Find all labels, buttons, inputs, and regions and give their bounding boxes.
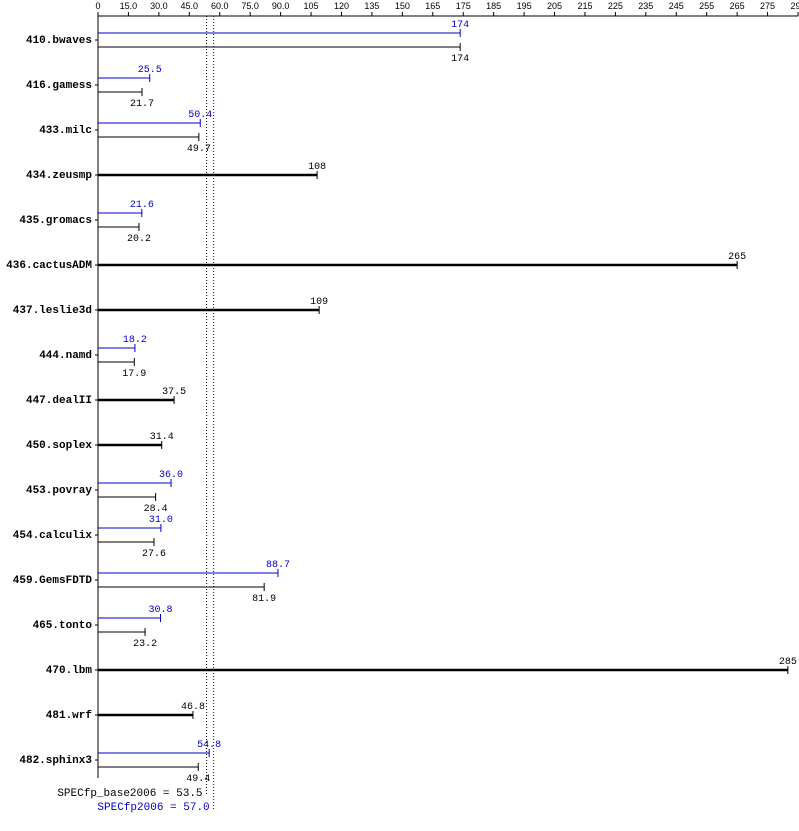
bar-base-value: 23.2 [133,639,157,650]
bar-base-value: 21.7 [130,99,154,110]
bar-peak-value: 54.8 [197,740,221,751]
bar-base-value: 49.7 [187,144,211,155]
axis-tick-label: 105 [304,1,319,11]
axis-tick-label: 245 [669,1,684,11]
bar-base-value: 109 [310,297,328,308]
benchmark-label: 410.bwaves [26,35,92,47]
axis-tick-label: 255 [699,1,714,11]
bar-peak-value: 174 [451,20,469,31]
axis-tick-label: 45.0 [181,1,199,11]
bar-peak-value: 36.0 [159,470,183,481]
bar-peak-value: 25.5 [138,65,162,76]
axis-tick-label: 120 [334,1,349,11]
reference-label-peak: SPECfp2006 = 57.0 [97,802,209,814]
bar-base-value: 27.6 [142,549,166,560]
bar-peak-value: 50.4 [188,110,212,121]
bar-base-value: 285 [779,657,797,668]
axis-tick-label: 90.0 [272,1,290,11]
benchmark-label: 470.lbm [46,665,93,677]
bar-peak-value: 88.7 [266,560,290,571]
bar-peak-value: 21.6 [130,200,154,211]
bar-base-value: 49.4 [186,774,210,785]
axis-tick-label: 60.0 [211,1,229,11]
axis-tick-label: 205 [547,1,562,11]
bar-base-value: 174 [451,54,469,65]
axis-tick-label: 0 [95,1,100,11]
axis-tick-label: 195 [517,1,532,11]
axis-tick-label: 15.0 [120,1,138,11]
benchmark-label: 435.gromacs [19,215,92,227]
benchmark-label: 453.povray [26,485,92,497]
benchmark-label: 433.milc [39,125,92,137]
bar-peak-value: 18.2 [123,335,147,346]
benchmark-label: 447.dealII [26,395,92,407]
benchmark-label: 482.sphinx3 [19,755,92,767]
axis-tick-label: 30.0 [150,1,168,11]
axis-tick-label: 175 [456,1,471,11]
bar-base-value: 28.4 [144,504,168,515]
bar-base-value: 108 [308,162,326,173]
bar-base-value: 31.4 [150,432,174,443]
axis-tick-label: 225 [608,1,623,11]
benchmark-label: 481.wrf [46,710,93,722]
bar-peak-value: 31.0 [149,515,173,526]
benchmark-label: 454.calculix [13,530,93,542]
bar-peak-value: 30.8 [148,605,172,616]
axis-tick-label: 275 [760,1,775,11]
axis-tick-label: 135 [364,1,379,11]
bar-base-value: 17.9 [122,369,146,380]
benchmark-label: 416.gamess [26,80,92,92]
benchmark-label: 450.soplex [26,440,92,452]
axis-tick-label: 75.0 [241,1,259,11]
bar-base-value: 20.2 [127,234,151,245]
axis-tick-label: 150 [395,1,410,11]
reference-label-base: SPECfp_base2006 = 53.5 [57,788,202,800]
benchmark-label: 444.namd [39,350,92,362]
spec-benchmark-chart: 0 15.0 30.0 45.0 60.0 75.0 90.0 105 120 135 150 165… [0,0,799,831]
axis-tick-label: 185 [486,1,501,11]
benchmark-label: 465.tonto [33,620,93,632]
axis-tick-label: 265 [730,1,745,11]
bar-base-value: 265 [728,252,746,263]
bar-base-value: 37.5 [162,387,186,398]
bar-base-value: 81.9 [252,594,276,605]
axis-tick-label: 235 [638,1,653,11]
benchmark-label: 434.zeusmp [26,170,92,182]
benchmark-label: 459.GemsFDTD [13,575,93,587]
axis-tick-label: 215 [577,1,592,11]
bar-base-value: 46.8 [181,702,205,713]
benchmark-label: 437.leslie3d [13,305,92,317]
axis-tick-label: 290 [790,1,799,11]
axis-tick-label: 165 [425,1,440,11]
benchmark-label: 436.cactusADM [6,260,92,272]
